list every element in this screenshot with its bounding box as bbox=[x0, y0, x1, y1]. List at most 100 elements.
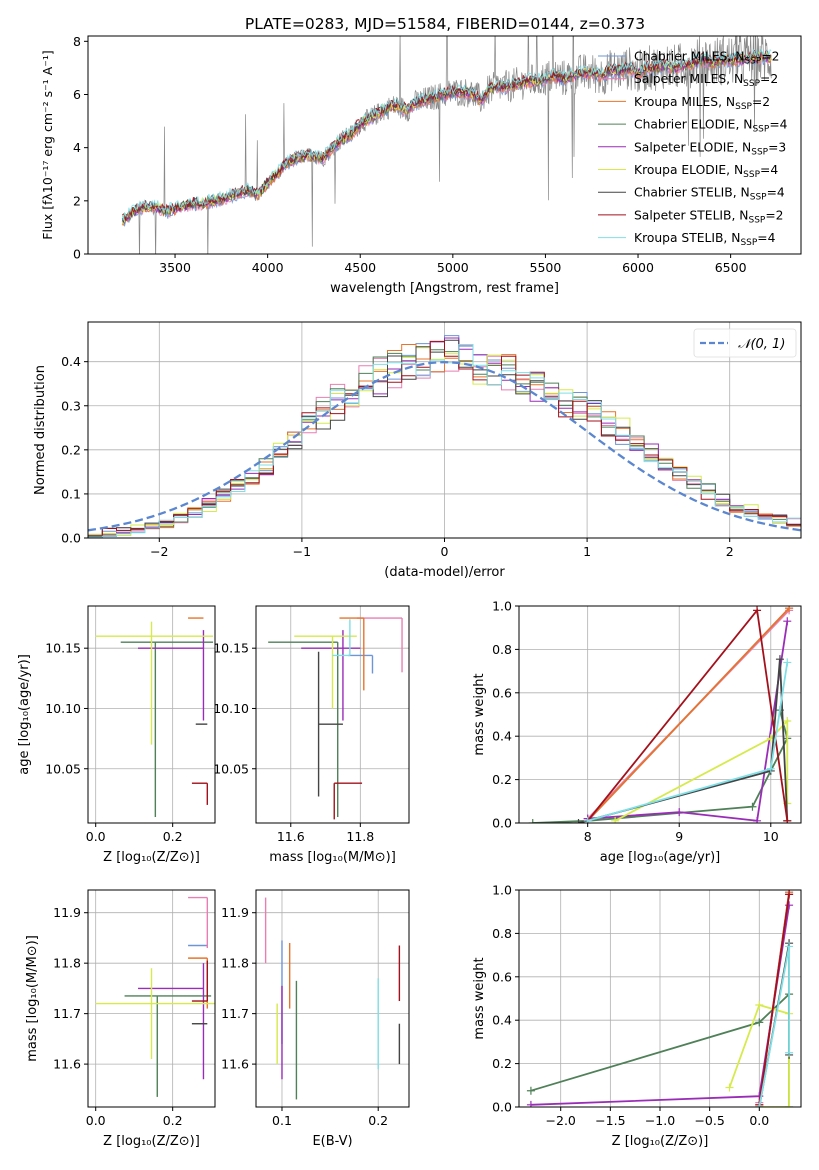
residuals-plot-area bbox=[88, 322, 801, 538]
weight_vs_age-ytick-label: 0.2 bbox=[492, 772, 512, 787]
mass_vs_ebv-ytick-label: 11.6 bbox=[221, 1057, 249, 1072]
weight_vs_Z-ytick-label: 0.6 bbox=[492, 969, 512, 984]
mass_vs_Z-frame bbox=[87, 889, 216, 1108]
weight_vs_Z-ytick-label: 0.2 bbox=[492, 1056, 512, 1071]
mass_vs_Z-ytick-label: 11.6 bbox=[53, 1057, 81, 1072]
legend-entry: Chabrier MILES, NSSP=2 bbox=[634, 50, 779, 67]
spectrum-xtick-label: 6500 bbox=[715, 260, 747, 275]
legend-entry: Salpeter ELODIE, NSSP=3 bbox=[634, 140, 786, 157]
weight-marker bbox=[775, 655, 784, 664]
weight_vs_age-panel: 8 9 10 0.0 0.2 0.4 0.6 0.8 1.0 age [log₁₀(age/yr)… bbox=[472, 599, 802, 865]
residuals-xtick-label: 2 bbox=[726, 544, 734, 559]
residuals-ytick-label: 0.2 bbox=[61, 442, 81, 457]
legend-entry: Kroupa STELIB, NSSP=4 bbox=[634, 231, 776, 248]
spectrum-data-line bbox=[122, 36, 772, 254]
residual-legend-box bbox=[693, 328, 797, 358]
weight-series-line bbox=[587, 607, 790, 822]
residuals-xlabel: (data-model)/error bbox=[384, 565, 505, 580]
weight_vs_Z-xtick-label: 0.0 bbox=[749, 1113, 769, 1128]
age_vs_mass-xlabel: mass [log₁₀(M/M⊙)] bbox=[269, 850, 396, 865]
weight-marker bbox=[783, 816, 792, 823]
mass_vs_ebv-frame bbox=[255, 889, 410, 1108]
weight-marker bbox=[785, 1048, 794, 1057]
mass_vs_Z-xtick-label: 0.0 bbox=[86, 1113, 106, 1128]
residual-histogram-line bbox=[88, 340, 801, 538]
residual-histogram-line bbox=[88, 344, 801, 537]
weight-marker bbox=[785, 901, 794, 910]
age_vs_mass-xtick-label: 11.6 bbox=[277, 829, 305, 844]
residuals-xtick-label: 0 bbox=[441, 544, 449, 559]
mass_vs_Z-ylabel: mass [log₁₀(M/M⊙)] bbox=[25, 935, 40, 1062]
weight_vs_Z-ytick-label: 0.0 bbox=[492, 1100, 512, 1115]
weight-marker bbox=[753, 816, 762, 823]
weight_vs_age-ytick-label: 0.0 bbox=[492, 816, 512, 831]
spectrum-xtick-label: 4000 bbox=[252, 260, 284, 275]
weight_vs_Z-ytick-label: 0.4 bbox=[492, 1013, 512, 1028]
legend-entry: Chabrier STELIB, NSSP=4 bbox=[634, 186, 785, 203]
spectrum-panel: Chabrier MILES, NSSP=2 Salpeter MILES, NS… bbox=[40, 34, 802, 296]
weight_vs_Z-panel: −2.0 −1.5 −1.0 −0.5 0.0 0.0 0.2 0.4 0.6 0.8 1.0 Z [… bbox=[472, 883, 802, 1149]
age_vs_mass-plot-area bbox=[256, 606, 409, 823]
mass_vs_ebv-ytick-label: 11.8 bbox=[221, 956, 249, 971]
weight-marker bbox=[785, 606, 794, 613]
weight-marker bbox=[755, 1103, 764, 1107]
weight-marker bbox=[574, 819, 583, 823]
mass_vs_Z-plot-area bbox=[88, 890, 215, 1107]
weight_vs_age-ylabel: mass weight bbox=[472, 673, 487, 755]
mass_vs_ebv-xtick-label: 0.2 bbox=[368, 1113, 388, 1128]
weight-marker bbox=[526, 1086, 535, 1095]
mass_vs_Z-ytick-label: 11.9 bbox=[53, 905, 81, 920]
weight-marker bbox=[675, 808, 684, 817]
weight-marker bbox=[725, 1083, 734, 1092]
weight-series-line bbox=[587, 621, 789, 822]
age_vs_Z-plot-area bbox=[88, 606, 215, 823]
figure-title: PLATE=0283, MJD=51584, FIBERID=0144, z=0… bbox=[245, 15, 645, 33]
spectrum-xtick-label: 3500 bbox=[159, 260, 191, 275]
age_vs_mass-xtick-label: 11.8 bbox=[346, 829, 374, 844]
age_vs_Z-ytick-label: 10.05 bbox=[45, 761, 81, 776]
mass_vs_Z-xtick-label: 0.2 bbox=[163, 1113, 183, 1128]
age_vs_mass-ytick-label: 10.15 bbox=[213, 641, 249, 656]
residuals-ytick-label: 0.1 bbox=[61, 486, 81, 501]
spectrum-ytick-label: 4 bbox=[73, 140, 81, 155]
spectrum-ytick-label: 0 bbox=[73, 247, 81, 262]
weight_vs_age-frame bbox=[518, 605, 802, 824]
weight-marker bbox=[611, 816, 620, 823]
age_vs_mass-ytick-label: 10.10 bbox=[213, 701, 249, 716]
legend-entry: Kroupa MILES, NSSP=2 bbox=[634, 95, 770, 112]
mass_vs_ebv-xtick-label: 0.1 bbox=[272, 1113, 292, 1128]
spectrum-xtick-label: 5000 bbox=[437, 260, 469, 275]
weight_vs_Z-xtick-label: −0.5 bbox=[694, 1113, 724, 1128]
weight-marker bbox=[753, 606, 762, 615]
spectrum-xtick-label: 4500 bbox=[344, 260, 376, 275]
age_vs_Z-xtick-label: 0.0 bbox=[86, 829, 106, 844]
weight_vs_age-xtick-label: 10 bbox=[763, 829, 779, 844]
mass_vs_Z-ytick-label: 11.7 bbox=[53, 1006, 81, 1021]
age_vs_Z-ylabel: age [log₁₀(age/yr)] bbox=[17, 654, 32, 775]
weight_vs_age-ytick-label: 1.0 bbox=[492, 599, 512, 614]
residuals-ylabel: Normed distribution bbox=[33, 365, 48, 495]
weight_vs_Z-xtick-label: −1.0 bbox=[645, 1113, 675, 1128]
weight_vs_Z-ylabel: mass weight bbox=[472, 957, 487, 1039]
weight-marker bbox=[785, 1103, 794, 1107]
residuals-xtick-label: −1 bbox=[293, 544, 311, 559]
age_vs_Z-ytick-label: 10.10 bbox=[45, 701, 81, 716]
mass_vs_Z-xlabel: Z [log₁₀(Z/Z⊙)] bbox=[103, 1134, 200, 1149]
weight_vs_Z-xlabel: Z [log₁₀(Z/Z⊙)] bbox=[612, 1134, 709, 1149]
age_vs_mass-frame bbox=[255, 605, 410, 824]
spectrum-xtick-label: 5500 bbox=[530, 260, 562, 275]
weight-marker bbox=[526, 1100, 535, 1107]
weight_vs_Z-xtick-label: −1.5 bbox=[595, 1113, 625, 1128]
weight-marker bbox=[528, 819, 537, 823]
mass_vs_ebv-ytick-label: 11.9 bbox=[221, 905, 249, 920]
spectrum-ylabel: Flux [fλ10⁻¹⁷ erg cm⁻² s⁻¹ A⁻¹] bbox=[40, 50, 55, 239]
weight-marker bbox=[755, 1018, 764, 1027]
weight_vs_age-ytick-label: 0.4 bbox=[492, 729, 512, 744]
gaussian-curve bbox=[88, 360, 801, 532]
age_vs_Z-ytick-label: 10.15 bbox=[45, 641, 81, 656]
age_vs_Z-frame bbox=[87, 605, 216, 824]
age_vs_Z-xlabel: Z [log₁₀(Z/Z⊙)] bbox=[103, 850, 200, 865]
weight_vs_Z-plot-area bbox=[519, 890, 801, 1107]
residual-histogram-line bbox=[88, 335, 801, 535]
